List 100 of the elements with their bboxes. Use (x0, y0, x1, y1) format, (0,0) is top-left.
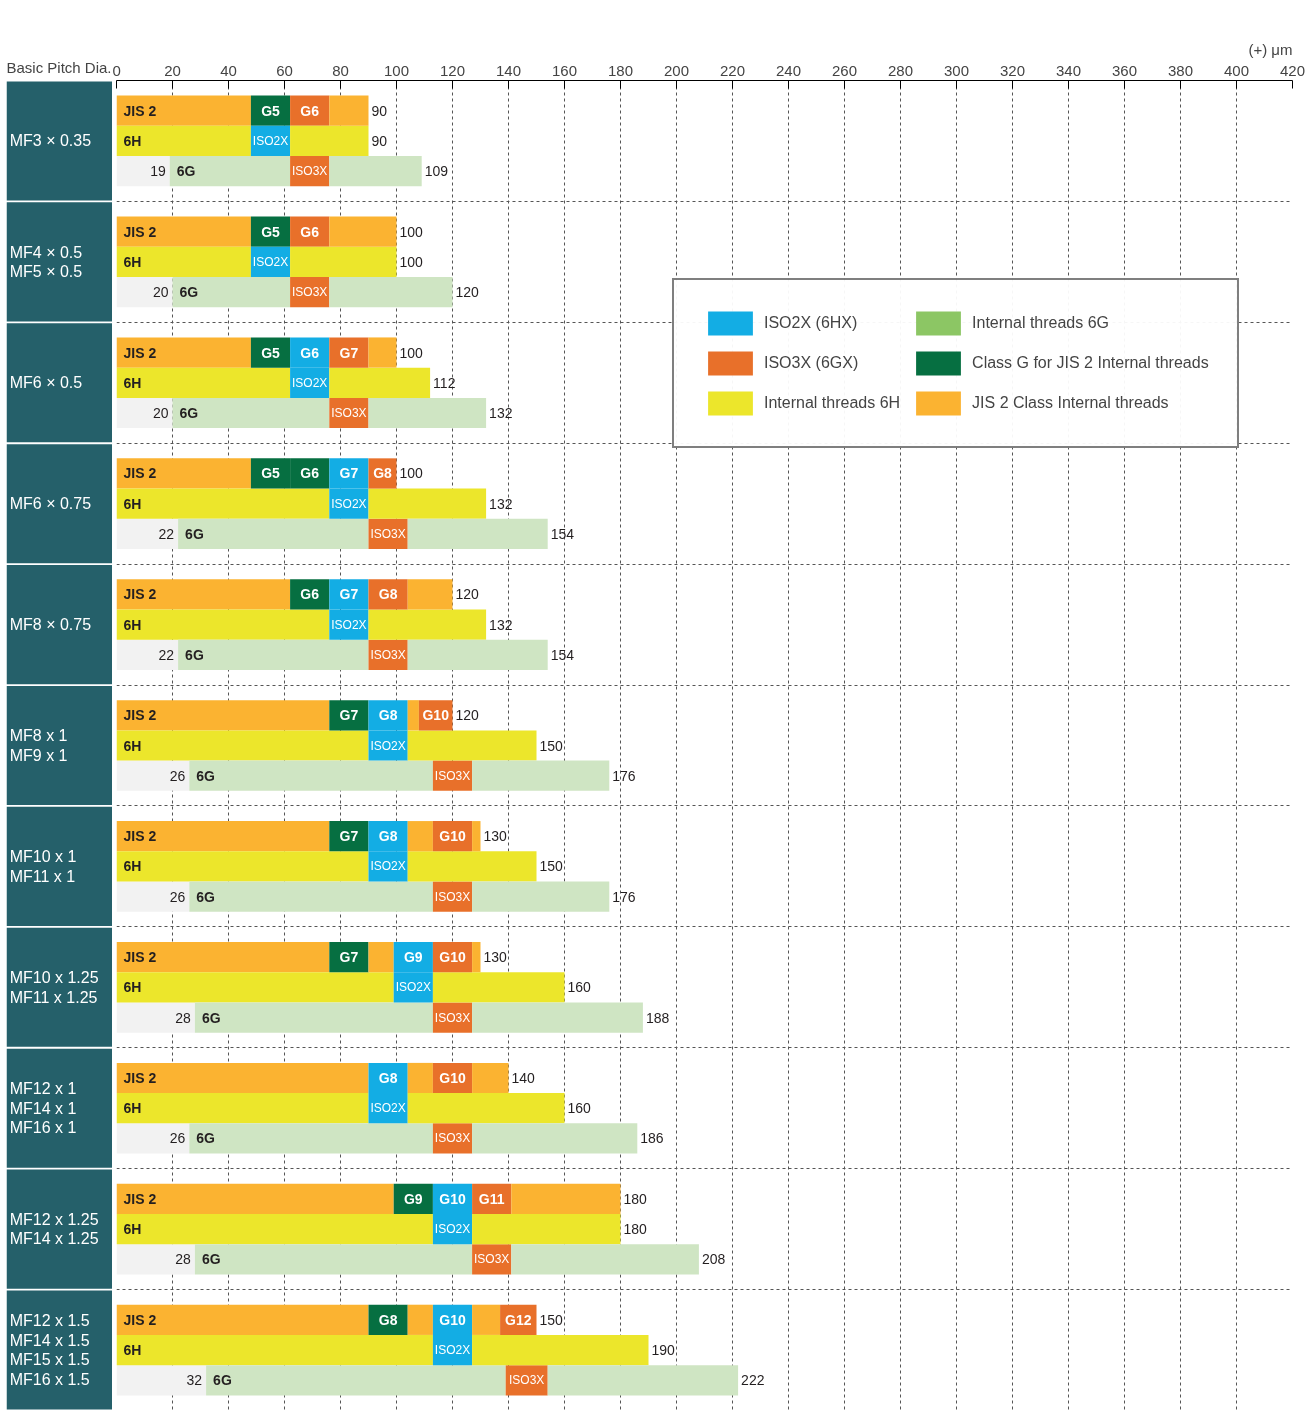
y-tick-label: 6H (123, 1342, 142, 1359)
y-tick-label: JIS 2 (123, 949, 157, 966)
total-label: 150 (539, 858, 564, 875)
y-tick-label: 6G (201, 1251, 221, 1268)
legend-label: ISO2X (6HX) (764, 314, 858, 332)
total-label: 180 (623, 1221, 648, 1238)
y-tick-label: 6G (185, 646, 204, 663)
total-label: 100 (399, 223, 424, 240)
x-tick-label: 300 (943, 61, 970, 79)
y-tick-label: JIS 2 (123, 465, 157, 482)
data-label: ISO2X (370, 738, 406, 753)
x-tick-label: 400 (1223, 61, 1250, 79)
data-label: G5 (261, 465, 281, 482)
data-label: G5 (261, 102, 281, 119)
x-tick-label: 360 (1111, 61, 1138, 79)
data-label: G6 (300, 586, 320, 603)
total-label: 186 (640, 1130, 664, 1147)
x-tick-label: 380 (1167, 61, 1194, 79)
data-label: G10 (439, 1311, 466, 1328)
data-label: ISO2X (331, 617, 367, 632)
y-tick-label: JIS 2 (123, 1190, 157, 1207)
data-label: ISO2X (292, 375, 328, 390)
total-label: 154 (550, 525, 575, 542)
data-label: G7 (339, 586, 359, 603)
y-tick-label: 6H (123, 737, 142, 754)
data-label: ISO2X (370, 859, 406, 874)
total-label: 190 (651, 1342, 676, 1359)
y-tick-label: 6G (196, 888, 216, 905)
y-tick-label: 6H (123, 616, 142, 633)
data-label: ISO2X (395, 980, 431, 995)
data-label: G10 (439, 1070, 466, 1086)
data-label: G10 (439, 828, 466, 845)
legend-label: JIS 2 Class Internal threads (972, 394, 1169, 412)
x-tick-label: 60 (276, 61, 293, 79)
data-label: G7 (339, 949, 359, 966)
y-tick-label: JIS 2 (123, 223, 157, 240)
data-label: G7 (339, 344, 359, 361)
data-label: ISO2X (434, 1343, 471, 1358)
data-label: ISO3X (474, 1252, 510, 1267)
data-label: G7 (339, 828, 359, 845)
total-label: 132 (489, 495, 513, 512)
total-label: 176 (612, 888, 636, 905)
total-label: 130 (483, 828, 508, 845)
total-label: 150 (539, 737, 564, 754)
x-tick-label: 280 (887, 61, 914, 79)
y-tick-label: JIS 2 (123, 344, 157, 361)
x-tick-label: 320 (999, 61, 1026, 79)
data-label: ISO3X (509, 1373, 545, 1388)
data-label: G8 (373, 465, 393, 482)
data-label: G8 (378, 586, 398, 603)
data-label: ISO2X (370, 1101, 406, 1116)
y-axis-title: Basic Pitch Dia. (6, 58, 112, 76)
data-label: 32 (186, 1372, 203, 1389)
total-label: 176 (612, 767, 636, 784)
data-label: G10 (439, 1190, 466, 1207)
x-tick-label: 120 (439, 61, 466, 79)
data-label: G5 (261, 344, 281, 361)
total-label: 100 (399, 344, 424, 361)
x-tick-label: 100 (383, 61, 410, 79)
y-tick-label: 6H (123, 1221, 142, 1238)
x-tick-label: 0 (112, 61, 121, 79)
data-label: G8 (378, 707, 398, 724)
y-tick-label: JIS 2 (123, 586, 157, 603)
data-label: G10 (439, 949, 466, 966)
total-label: 160 (567, 979, 592, 996)
y-tick-label: JIS 2 (123, 1070, 157, 1086)
y-tick-label: JIS 2 (123, 828, 157, 845)
data-label: 19 (150, 163, 166, 180)
data-label: G12 (505, 1311, 532, 1328)
total-label: 154 (550, 646, 575, 663)
y-tick-label: 6G (201, 1009, 221, 1026)
total-label: 222 (741, 1372, 765, 1389)
data-label: G8 (378, 1070, 398, 1086)
y-tick-label: 6H (123, 253, 142, 270)
total-label: 90 (371, 102, 388, 119)
data-label: G6 (300, 344, 320, 361)
data-label: G8 (378, 1311, 398, 1328)
data-label: G10 (422, 707, 450, 724)
data-label: ISO2X (252, 254, 289, 269)
y-tick-label: 6G (179, 405, 199, 421)
x-tick-label: 40 (220, 61, 237, 79)
data-label: ISO2X (331, 496, 367, 511)
x-tick-label: 80 (332, 61, 349, 79)
text: MF8 × 0.75 (9, 616, 92, 634)
y-tick-label: 6H (123, 1100, 142, 1117)
data-label: ISO3X (434, 1131, 471, 1146)
total-label: 120 (455, 284, 480, 301)
y-tick-label: JIS 2 (123, 1311, 157, 1328)
y-tick-label: 6G (179, 284, 199, 301)
x-tick-label: 180 (607, 61, 634, 79)
x-tick-label: 160 (551, 61, 578, 79)
total-label: 112 (433, 374, 456, 391)
text: MF6 × 0.5 (9, 374, 83, 392)
x-tick-label: 240 (775, 61, 802, 79)
legend-label: Internal threads 6H (764, 394, 901, 412)
text: MF4 × 0.5 MF5 × 0.5 (9, 243, 83, 281)
data-label: G8 (378, 828, 398, 845)
data-label: ISO3X (434, 889, 471, 904)
data-label: 20 (152, 284, 169, 301)
x-tick-label: 200 (663, 61, 690, 79)
